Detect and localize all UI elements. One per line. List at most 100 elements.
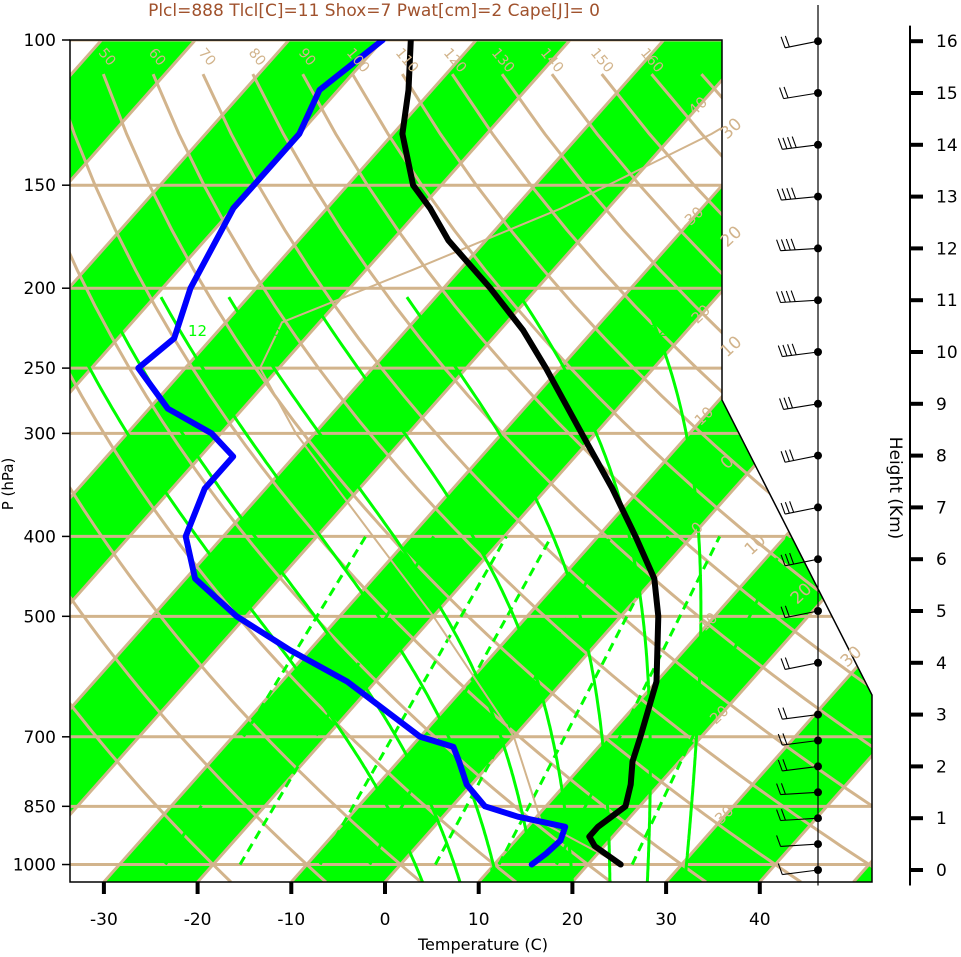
wind-barb <box>784 455 819 463</box>
moist-adiabat-line <box>70 296 424 882</box>
wind-barb <box>782 714 819 720</box>
isotherm-line <box>70 40 572 882</box>
temperature-tick-label: -30 <box>90 910 118 930</box>
height-tick-label: 14 <box>936 136 958 156</box>
mixing-ratio-label: 8 <box>489 864 499 882</box>
mixing-ratio-line <box>555 535 722 866</box>
wind-barb-flag <box>784 35 790 48</box>
wind-barb-flag <box>786 187 792 200</box>
wind-barb-flag <box>784 605 790 617</box>
wind-barb-flag <box>776 239 782 251</box>
pressure-tick-label: 100 <box>24 31 56 51</box>
dry-adiabat-line <box>151 73 872 882</box>
isotherm-band <box>70 40 383 882</box>
mixing-ratio-line <box>497 535 670 866</box>
dry-adiabat-line <box>201 73 872 882</box>
wind-barb <box>782 739 819 746</box>
temperature-tick-label: -10 <box>277 910 305 930</box>
moist-adiabat-line <box>227 296 537 882</box>
height-tick-label: 3 <box>936 706 947 726</box>
wind-barb-flag <box>780 239 786 251</box>
wind-barb-flag <box>777 759 783 772</box>
pressure-tick-label: 400 <box>24 527 56 547</box>
mixing-ratio-line <box>630 535 789 866</box>
wind-barb <box>782 144 819 150</box>
pressure-tick-label: 250 <box>24 359 56 379</box>
height-tick-label: 1 <box>936 809 947 829</box>
wind-barb-flag <box>791 343 797 355</box>
height-tick-label: 11 <box>936 291 958 311</box>
height-tick-label: 12 <box>936 239 958 259</box>
wind-barb-flag <box>789 501 795 513</box>
isotherm-line <box>70 40 665 882</box>
wind-barb <box>784 610 819 619</box>
mixing-ratio-label: 12 <box>188 322 207 340</box>
wind-barb-flag <box>790 290 796 302</box>
isotherm-band <box>291 40 872 882</box>
wind-barb-flag <box>776 291 782 303</box>
wind-barb-flag <box>780 809 786 821</box>
temperature-tick-label: 40 <box>749 910 771 930</box>
dry-adiabat-line <box>251 73 872 882</box>
wind-barb-flag <box>777 138 783 150</box>
wind-barb-flag <box>791 136 797 148</box>
wind-barb-flag <box>783 397 789 409</box>
height-tick-label: 13 <box>936 188 958 208</box>
pressure-tick-label: 1000 <box>13 856 56 876</box>
pressure-tick-label: 150 <box>24 176 56 196</box>
wind-barb-flag <box>780 291 786 303</box>
wind-barb <box>780 791 819 796</box>
wind-barb <box>784 558 819 567</box>
dry-adiabat-line <box>70 73 612 882</box>
dry-adiabat-line <box>301 73 872 882</box>
wind-barb-flag <box>784 657 790 669</box>
pressure-tick-label: 200 <box>24 279 56 299</box>
wind-barb <box>782 869 819 876</box>
wind-barb-flag <box>787 136 793 149</box>
wind-barb <box>783 92 819 100</box>
wind-barb-flag <box>790 238 796 250</box>
height-tick-label: 7 <box>936 498 947 518</box>
wind-barb-flag <box>784 501 790 514</box>
height-tick-label: 2 <box>936 757 947 777</box>
wind-barb-flag <box>777 345 783 357</box>
wind-barb <box>783 403 819 410</box>
wind-barb-flag <box>777 863 783 875</box>
mixing-ratio-line <box>318 535 508 866</box>
wind-barb-flag <box>776 809 782 821</box>
y-axis-title: P (hPa) <box>0 458 17 511</box>
moist-adiabat-line <box>641 296 703 882</box>
wind-barb-flag <box>776 783 782 795</box>
pressure-tick-label: 850 <box>24 797 56 817</box>
wind-barb <box>780 299 819 304</box>
wind-barb-flag <box>779 398 785 410</box>
temperature-tick-label: 20 <box>562 910 584 930</box>
wind-barb-flag <box>779 87 785 99</box>
mixing-ratio-label: 3 <box>360 864 370 882</box>
x-axis-title: Temperature (C) <box>417 935 548 954</box>
height-tick-label: 15 <box>936 84 958 104</box>
mixing-ratio-line <box>434 535 613 866</box>
wind-barb-flag <box>782 733 788 745</box>
wind-barb-flag <box>785 290 791 303</box>
wind-barb-flag <box>784 553 790 566</box>
chart-title: Plcl=888 Tlcl[C]=11 Shox=7 Pwat[cm]=2 Ca… <box>148 1 600 21</box>
wind-barb-flag <box>787 396 794 409</box>
moist-adiabat-line <box>308 296 574 882</box>
height-tick-label: 9 <box>936 395 947 415</box>
temperature-tick-label: 10 <box>468 910 490 930</box>
isotherm-band <box>70 40 571 882</box>
wind-barb-flag <box>777 707 783 720</box>
mixing-ratio-line <box>164 535 367 866</box>
temperature-profile-line <box>399 40 662 868</box>
wind-barb-flag <box>789 449 795 461</box>
height-tick-label: 5 <box>936 602 947 622</box>
wind-barb <box>784 506 819 515</box>
height-tick-label: 4 <box>936 654 947 674</box>
wind-barb-flag <box>782 707 788 719</box>
wind-barb-flag <box>783 86 789 99</box>
height-tick-label: 6 <box>936 550 947 570</box>
height-tick-label: 16 <box>936 32 958 52</box>
mixing-ratio-line <box>368 535 553 866</box>
